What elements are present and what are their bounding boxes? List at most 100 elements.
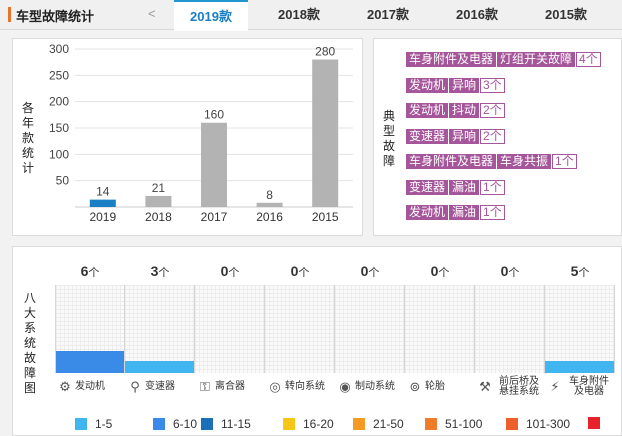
steering-icon: ◎ <box>269 379 281 394</box>
system-count-value: 0 <box>500 263 509 279</box>
brake-icon: ◉ <box>339 379 351 394</box>
eight-systems-panel: 八大系统故障图 6个 ⚙ 发动机 3个 ⚲ 变速器 0个 ⚿ 离合器 0个 ◎ 转向系统 0个 ◉ 制动系统… <box>12 246 622 436</box>
x-tick-label: 2019 <box>89 210 116 224</box>
system-column[interactable] <box>125 285 195 373</box>
y-tick-label: 100 <box>49 147 69 161</box>
system-count: 5个 <box>545 263 615 280</box>
system-name: 车身附件及电器 <box>569 376 609 397</box>
system-count: 0个 <box>195 263 265 280</box>
year-bar-chart: 50 100 150 200 250 300 14 2019 21 2018 160 2017 8 201… <box>49 42 353 224</box>
system-count-unit: 个 <box>438 267 450 279</box>
system-column[interactable] <box>265 285 335 373</box>
bar-2018 <box>145 195 172 207</box>
bar-2017 <box>201 122 227 207</box>
system-count: 0个 <box>265 263 335 280</box>
system-column[interactable] <box>405 285 475 373</box>
x-tick-label: 2015 <box>312 210 339 224</box>
system-fill-bar <box>125 360 194 373</box>
system-label[interactable]: ⚲ 变速器 <box>125 377 195 397</box>
legend-item: 21-50 <box>353 417 404 431</box>
system-label[interactable]: ◉ 制动系统 <box>335 377 405 397</box>
fault-system-tag: 变速器 <box>406 128 449 144</box>
system-name: 发动机 <box>75 381 105 392</box>
system-count: 0个 <box>475 263 545 280</box>
system-column[interactable] <box>195 285 265 373</box>
system-column[interactable] <box>55 285 125 373</box>
legend-swatch <box>506 418 518 430</box>
system-column[interactable] <box>475 285 545 373</box>
system-name: 前后桥及悬挂系统 <box>499 376 539 397</box>
fault-symptom-tag: 异响 <box>449 128 480 144</box>
system-count-value: 0 <box>220 263 229 279</box>
legend-item: 16-20 <box>283 417 334 431</box>
fault-symptom-tag: 抖动 <box>449 103 480 118</box>
legend-swatch <box>201 418 213 430</box>
system-name: 变速器 <box>145 381 175 392</box>
system-count: 0个 <box>405 263 475 280</box>
legend-label: 1-5 <box>95 417 113 431</box>
system-count-unit: 个 <box>298 267 310 279</box>
fault-count: 3个 <box>480 77 505 93</box>
tab-2015[interactable]: 2015款 <box>545 7 587 22</box>
system-label[interactable]: ⚿ 离合器 <box>195 377 265 397</box>
typical-faults-label: 典型故障 <box>382 109 395 168</box>
system-label[interactable]: ⚙ 发动机 <box>55 377 125 397</box>
system-label[interactable]: ⚒ 前后桥及悬挂系统 <box>475 377 545 397</box>
system-column[interactable] <box>335 285 405 373</box>
system-count-unit: 个 <box>158 267 170 279</box>
system-count-value: 3 <box>150 263 159 279</box>
legend-swatch <box>283 418 295 430</box>
x-tick-label: 2018 <box>145 210 172 224</box>
system-count-unit: 个 <box>228 267 240 279</box>
eight-systems-label: 八大系统故障图 <box>23 291 36 395</box>
page-title: 车型故障统计 <box>8 6 94 25</box>
system-column[interactable] <box>545 285 615 373</box>
fault-item[interactable]: 发动机 异响 3个 <box>406 77 505 93</box>
fault-count: 4个 <box>576 52 601 67</box>
fault-system-tag: 车身附件及电器 <box>406 52 497 67</box>
system-count-value: 0 <box>430 263 439 279</box>
system-count-unit: 个 <box>578 267 590 279</box>
fault-item[interactable]: 发动机 抖动 2个 <box>406 103 505 118</box>
tab-2017[interactable]: 2017款 <box>367 7 409 22</box>
bar-2016 <box>256 202 283 207</box>
typical-faults-panel: 典型故障 车身附件及电器 灯组开关故障 4个 发动机 异响 3个 发动机 抖动 2个 变速器 异响 2… <box>373 38 622 236</box>
engine-icon: ⚙ <box>59 379 71 394</box>
system-count-unit: 个 <box>508 267 520 279</box>
tab-2018[interactable]: 2018款 <box>278 7 320 22</box>
fault-item[interactable]: 变速器 漏油 1个 <box>406 179 505 195</box>
fault-system-tag: 车身附件及电器 <box>406 154 497 169</box>
y-tick-label: 50 <box>56 174 70 188</box>
bar-2015 <box>312 59 339 208</box>
legend-label: 6-10 <box>173 417 198 431</box>
legend-swatch <box>588 417 600 429</box>
legend-swatch <box>75 418 87 430</box>
system-name: 转向系统 <box>285 381 325 392</box>
bar-2019 <box>89 199 116 207</box>
system-count-unit: 个 <box>368 267 380 279</box>
legend-label: 11-15 <box>221 417 251 431</box>
tab-2016[interactable]: 2016款 <box>456 7 498 22</box>
car-electric-icon: ⚡ <box>550 379 560 394</box>
suspension-icon: ⚒ <box>479 379 491 394</box>
fault-item[interactable]: 车身附件及电器 灯组开关故障 4个 <box>406 52 601 67</box>
fault-count: 1个 <box>480 179 505 195</box>
fault-symptom-tag: 灯组开关故障 <box>497 52 576 67</box>
system-name: 离合器 <box>215 381 245 392</box>
clutch-icon: ⚿ <box>200 379 210 394</box>
tab-2019[interactable]: 2019款 <box>174 0 248 31</box>
system-label[interactable]: ⊚ 轮胎 <box>405 377 475 397</box>
legend-item <box>588 417 608 429</box>
fault-item[interactable]: 发动机 漏油 1个 <box>406 205 505 220</box>
system-label[interactable]: ◎ 转向系统 <box>265 377 335 397</box>
bar-value-label: 280 <box>315 45 335 59</box>
legend-swatch <box>153 418 165 430</box>
legend-item: 1-5 <box>75 417 112 431</box>
fault-item[interactable]: 变速器 异响 2个 <box>406 128 505 144</box>
fault-item[interactable]: 车身附件及电器 车身共振 1个 <box>406 154 577 169</box>
system-label[interactable]: ⚡ 车身附件及电器 <box>545 377 615 397</box>
prev-arrow-icon[interactable]: < <box>148 6 156 21</box>
legend-item: 101-300 <box>506 417 570 431</box>
y-tick-label: 300 <box>49 42 69 56</box>
